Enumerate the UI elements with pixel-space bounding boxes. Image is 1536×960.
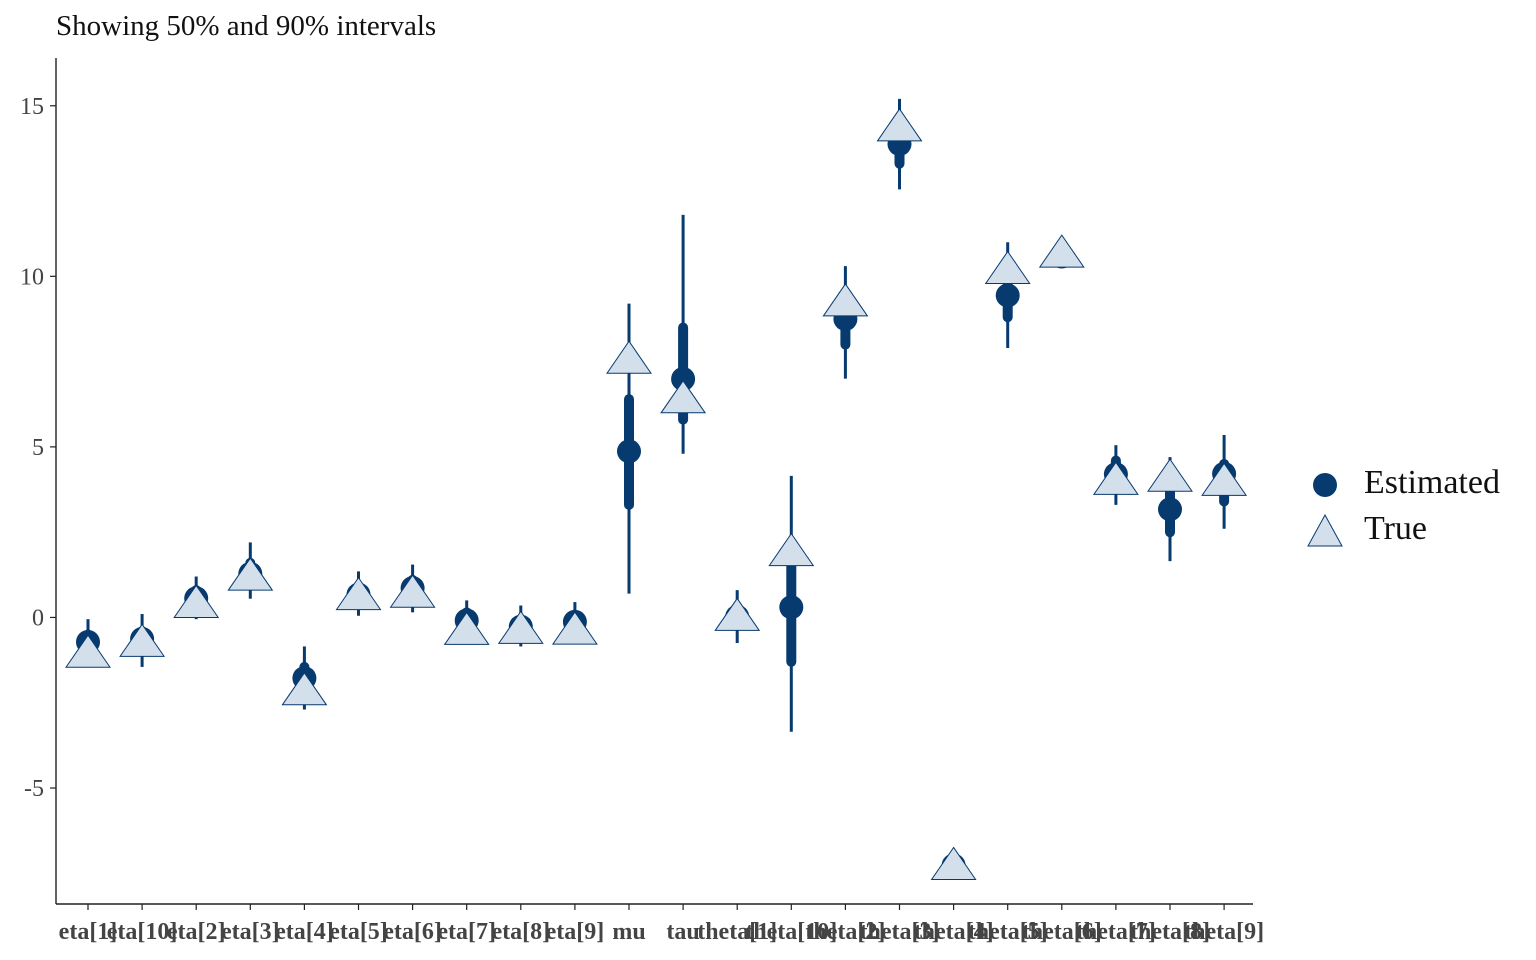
x-tick-label: mu (612, 919, 645, 945)
chart-subtitle: Showing 50% and 90% intervals (56, 10, 437, 42)
estimated-point (779, 595, 804, 620)
legend-label-estimated: Estimated (1364, 464, 1500, 501)
true-point (1147, 458, 1193, 492)
true-point (1038, 234, 1085, 268)
x-tick-label: theta[10] (745, 919, 837, 945)
true-point (389, 574, 436, 608)
legend-circle-key (1313, 473, 1337, 497)
y-tick-label: -5 (24, 776, 44, 802)
y-ticks: -5 0 5 10 15 (20, 94, 56, 802)
x-tick-label: theta[1] (697, 919, 777, 945)
x-tick-label: theta[2] (805, 919, 885, 945)
x-tick-label: theta[4] (914, 919, 994, 945)
x-tick-label: tau (666, 919, 699, 945)
x-tick-label: theta[9] (1184, 919, 1264, 945)
x-tick-label: theta[7] (1076, 919, 1156, 945)
x-tick-label: theta[5] (968, 919, 1048, 945)
true-point (606, 340, 652, 374)
interval-marks (65, 98, 1248, 880)
legend-triangle-key (1307, 513, 1343, 547)
x-tick-label: eta[6] (383, 919, 442, 945)
x-tick-label: eta[8] (491, 919, 550, 945)
x-ticks: eta[1]eta[10]eta[2]eta[3]eta[4]eta[5]eta… (59, 904, 1264, 945)
true-point (984, 250, 1031, 284)
true-point (876, 108, 923, 142)
true-point (551, 611, 598, 645)
true-point (173, 584, 220, 618)
true-point (930, 846, 977, 880)
true-point (65, 634, 111, 668)
true-point (443, 611, 490, 645)
y-tick-label: 15 (20, 94, 44, 120)
y-tick-label: 0 (32, 605, 44, 631)
y-tick-label: 10 (20, 264, 44, 290)
x-tick-label: theta[8] (1130, 919, 1210, 945)
x-tick-label: theta[6] (1022, 919, 1102, 945)
estimated-point (671, 367, 696, 392)
true-point (714, 597, 761, 631)
x-tick-label: eta[7] (437, 919, 496, 945)
x-tick-label: eta[4] (275, 919, 334, 945)
true-point (768, 532, 815, 567)
true-point (335, 576, 382, 611)
true-point (497, 610, 544, 644)
x-tick-label: eta[3] (221, 919, 280, 945)
estimated-point (1158, 497, 1182, 522)
true-point (822, 283, 869, 317)
x-tick-label: eta[10] (107, 919, 178, 945)
estimated-point (617, 439, 641, 464)
x-tick-label: eta[1] (59, 919, 118, 945)
x-tick-label: eta[9] (546, 919, 605, 945)
x-tick-label: theta[3] (860, 919, 940, 945)
true-point (660, 379, 707, 414)
true-point (1201, 462, 1248, 496)
legend-label-true: True (1364, 510, 1427, 547)
true-point (227, 557, 274, 591)
true-point (1092, 461, 1139, 495)
true-point (119, 623, 166, 657)
estimated-point (995, 283, 1020, 308)
x-tick-label: eta[5] (329, 919, 388, 945)
y-tick-label: 5 (32, 435, 44, 461)
x-tick-label: eta[2] (167, 919, 226, 945)
true-point (281, 671, 328, 706)
